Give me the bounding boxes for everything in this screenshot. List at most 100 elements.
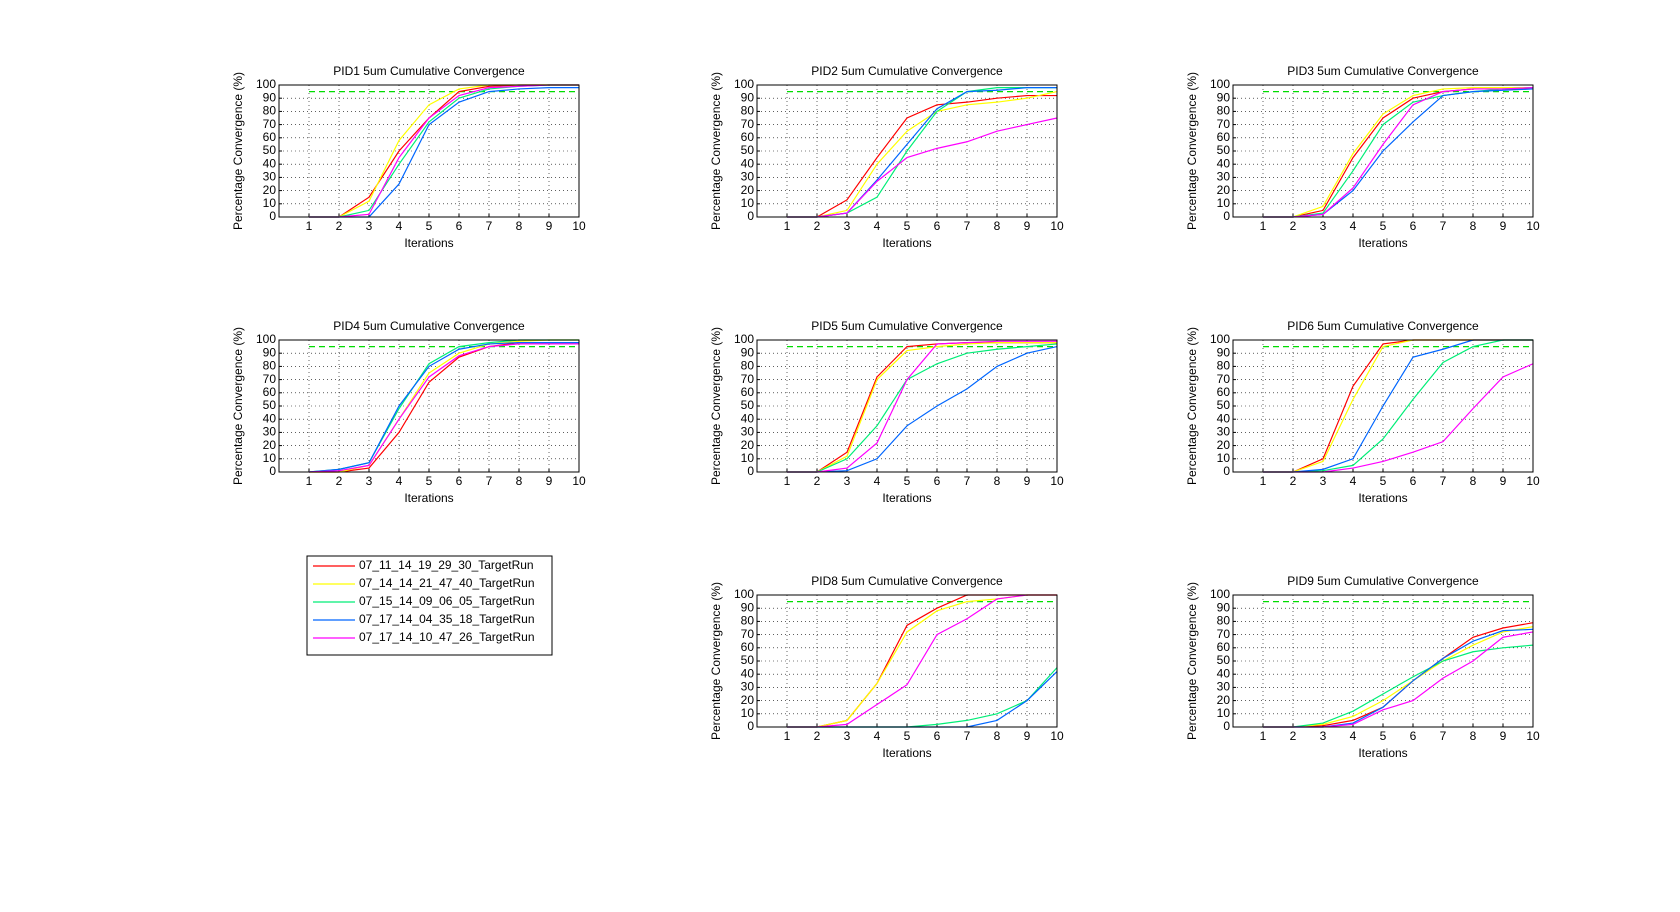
x-tick-label: 3 — [366, 219, 373, 233]
y-tick-label: 10 — [741, 196, 755, 210]
x-tick-label: 7 — [486, 219, 493, 233]
x-tick-label: 1 — [1260, 474, 1267, 488]
legend-label: 07_15_14_09_06_05_TargetRun — [359, 594, 535, 608]
y-tick-label: 80 — [741, 104, 755, 118]
x-tick-label: 3 — [366, 474, 373, 488]
series-line — [309, 84, 579, 218]
y-axis-label: Percentage Convergence (%) — [231, 327, 245, 485]
x-axis-label: Iterations — [882, 236, 931, 250]
y-axis-label: Percentage Convergence (%) — [709, 582, 723, 740]
x-axis-label: Iterations — [882, 491, 931, 505]
y-tick-label: 70 — [741, 117, 755, 131]
x-tick-label: 10 — [1526, 474, 1540, 488]
plot-area — [757, 595, 1057, 727]
y-tick-label: 90 — [1217, 345, 1231, 359]
y-tick-label: 20 — [741, 693, 755, 707]
y-tick-label: 100 — [734, 587, 754, 601]
x-tick-label: 1 — [1260, 729, 1267, 743]
plot-area — [1233, 595, 1533, 727]
x-tick-label: 6 — [934, 474, 941, 488]
subplot-title: PID9 5um Cumulative Convergence — [1287, 574, 1479, 588]
y-tick-label: 40 — [263, 156, 277, 170]
series-line — [1263, 339, 1533, 473]
y-tick-label: 30 — [741, 425, 755, 439]
y-tick-label: 90 — [263, 345, 277, 359]
x-tick-label: 2 — [814, 474, 821, 488]
y-tick-label: 80 — [741, 359, 755, 373]
x-tick-label: 7 — [964, 219, 971, 233]
y-tick-label: 50 — [741, 143, 755, 157]
x-tick-label: 5 — [904, 219, 911, 233]
x-tick-label: 9 — [546, 219, 553, 233]
legend-label: 07_11_14_19_29_30_TargetRun — [359, 558, 534, 572]
x-tick-label: 7 — [1440, 474, 1447, 488]
y-tick-label: 60 — [741, 385, 755, 399]
y-tick-label: 0 — [747, 209, 754, 223]
y-tick-label: 20 — [741, 438, 755, 452]
subplot-title: PID1 5um Cumulative Convergence — [333, 64, 525, 78]
axes-frame — [756, 84, 1058, 218]
y-tick-label: 80 — [263, 104, 277, 118]
x-tick-label: 8 — [994, 729, 1001, 743]
x-tick-label: 1 — [306, 474, 313, 488]
y-tick-label: 60 — [1217, 640, 1231, 654]
legend-label: 07_17_14_04_35_18_TargetRun — [359, 612, 535, 626]
y-tick-label: 60 — [263, 130, 277, 144]
x-tick-label: 5 — [426, 219, 433, 233]
x-tick-label: 9 — [546, 474, 553, 488]
x-tick-label: 5 — [904, 474, 911, 488]
x-tick-label: 7 — [964, 474, 971, 488]
y-tick-label: 90 — [741, 90, 755, 104]
y-tick-label: 10 — [263, 451, 277, 465]
x-axis-label: Iterations — [1358, 746, 1407, 760]
x-tick-label: 6 — [934, 219, 941, 233]
y-tick-label: 100 — [1210, 332, 1230, 346]
y-tick-label: 90 — [1217, 90, 1231, 104]
x-tick-label: 7 — [1440, 729, 1447, 743]
y-tick-label: 50 — [1217, 653, 1231, 667]
y-tick-label: 40 — [1217, 156, 1231, 170]
y-axis-label: Percentage Convergence (%) — [1185, 72, 1199, 230]
series-line — [787, 117, 1058, 218]
x-tick-label: 6 — [1410, 219, 1417, 233]
y-tick-label: 80 — [1217, 614, 1231, 628]
y-tick-label: 30 — [741, 170, 755, 184]
series-line — [309, 339, 579, 473]
y-tick-label: 100 — [1210, 77, 1230, 91]
x-tick-label: 1 — [1260, 219, 1267, 233]
y-tick-label: 70 — [263, 117, 277, 131]
x-tick-label: 4 — [396, 219, 403, 233]
x-tick-label: 5 — [426, 474, 433, 488]
x-tick-label: 3 — [1320, 474, 1327, 488]
plot-area — [279, 340, 579, 472]
axes-frame — [278, 339, 580, 473]
x-axis-label: Iterations — [882, 746, 931, 760]
y-tick-label: 10 — [1217, 451, 1231, 465]
subplot-title: PID8 5um Cumulative Convergence — [811, 574, 1003, 588]
x-tick-label: 9 — [1500, 219, 1507, 233]
subplot-title: PID5 5um Cumulative Convergence — [811, 319, 1003, 333]
x-tick-label: 3 — [844, 729, 851, 743]
x-axis-label: Iterations — [404, 236, 453, 250]
y-tick-label: 20 — [1217, 183, 1231, 197]
y-tick-label: 0 — [269, 209, 276, 223]
y-tick-label: 70 — [741, 372, 755, 386]
y-tick-label: 0 — [1223, 464, 1230, 478]
y-tick-label: 10 — [1217, 196, 1231, 210]
x-tick-label: 6 — [934, 729, 941, 743]
x-tick-label: 3 — [844, 474, 851, 488]
y-tick-label: 20 — [263, 183, 277, 197]
y-tick-label: 100 — [256, 332, 276, 346]
x-tick-label: 5 — [1380, 729, 1387, 743]
y-tick-label: 10 — [741, 706, 755, 720]
x-tick-label: 5 — [1380, 474, 1387, 488]
y-tick-label: 50 — [1217, 143, 1231, 157]
x-tick-label: 4 — [1350, 219, 1357, 233]
y-tick-label: 50 — [263, 398, 277, 412]
series-line — [787, 94, 1057, 218]
